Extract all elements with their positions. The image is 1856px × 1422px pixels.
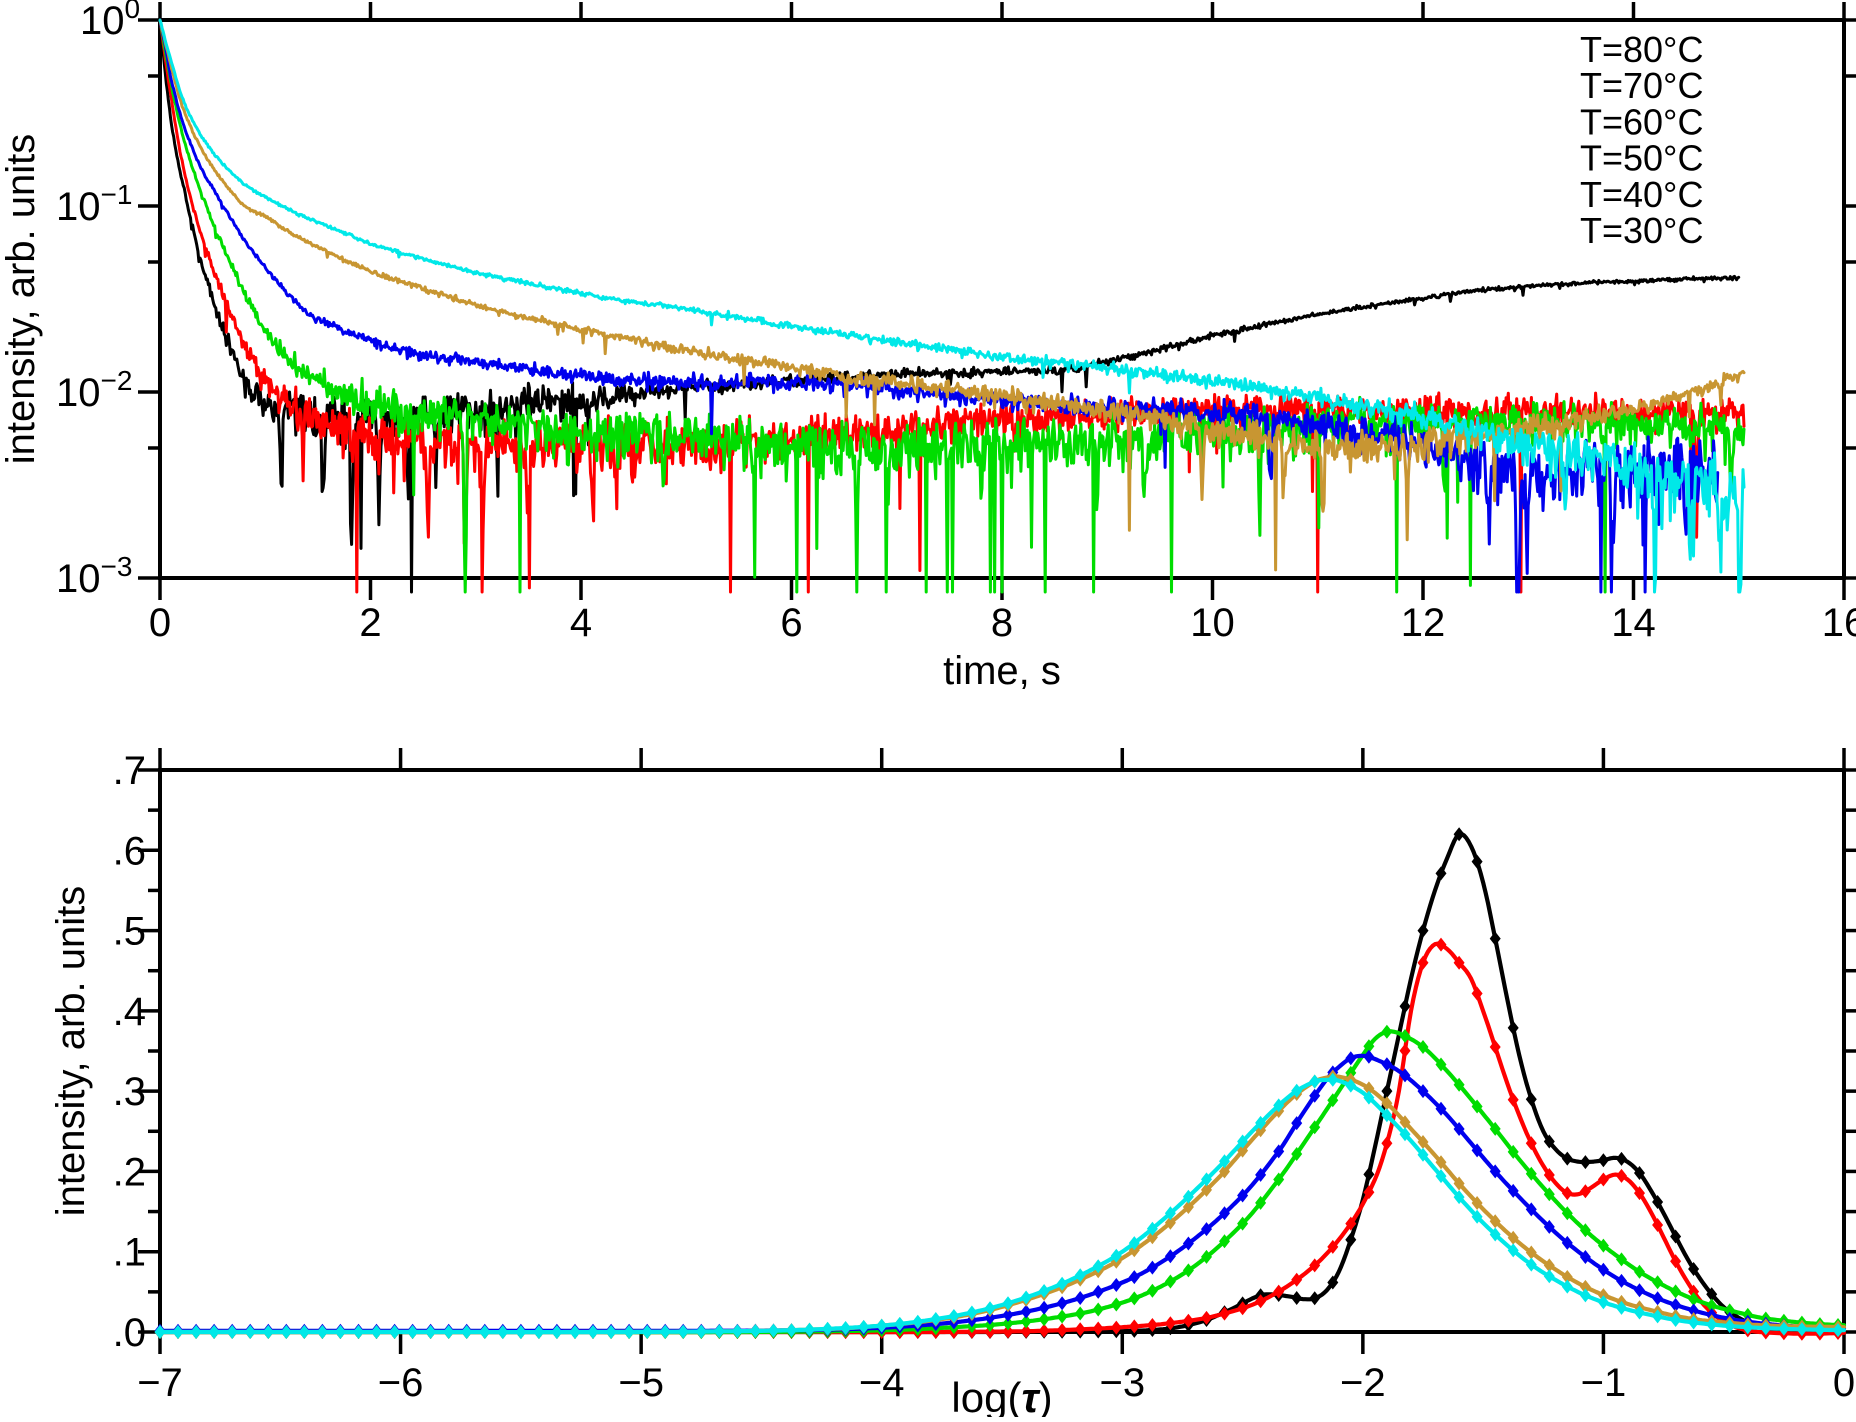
y-tick-label: .4 [113,990,146,1034]
x-tick-label: 2 [359,601,381,645]
diamond-markers-40c [154,1069,1844,1340]
y-tick-label: .0 [113,1311,146,1355]
x-tick-label: 16 [1822,601,1856,645]
distribution-curve-70c [157,941,1847,1336]
decay-curve-60c [158,18,1746,594]
x-tick-label: −6 [378,1361,424,1405]
decay-curve-50c [158,18,1720,594]
bottom-panel: −7 −6 −5 −4 −3 −2 −1 0 .0 .1 .2 .3 .4 .5 .6 .7 [113,748,1856,1405]
x-tick-label: 0 [149,601,171,645]
diamond-markers-50c [154,1049,1844,1338]
diamond-markers-60c [154,1024,1844,1340]
decay-curve-30c [158,19,1746,594]
x-tick-label: 6 [780,601,802,645]
x-tick-label: −1 [1581,1361,1627,1405]
bottom-yaxis-title: intensity, arb. units [49,886,93,1217]
x-tick-label: 12 [1401,601,1446,645]
x-tick-label: 4 [570,601,592,645]
legend-item-40c: T=40°C [1580,174,1703,215]
x-tick-label: −4 [859,1361,905,1405]
axis-box [158,768,1846,1334]
diamond-markers-70c [154,937,1844,1341]
decay-curve-70c [158,18,1746,594]
y-tick-label: 10−2 [56,365,132,415]
y-tick-label: .6 [113,829,146,873]
legend-item-30c: T=30°C [1580,210,1703,251]
legend-item-80c: T=80°C [1580,29,1703,70]
y-tick-label: 10−1 [56,179,132,229]
bottom-xaxis-title: log(τ) [951,1374,1052,1417]
distribution-curve-60c [157,1029,1847,1335]
x-tick-label: −7 [137,1361,183,1405]
y-tick-label: .1 [113,1231,146,1275]
x-tick-label: 8 [991,601,1013,645]
top-panel: 0 2 4 6 8 10 12 14 16 100 10−1 10−2 10−3 [56,0,1856,645]
distribution-curve-80c [157,831,1847,1335]
y-tick-label: 10−3 [56,551,132,601]
x-tick-label: 0 [1833,1361,1855,1405]
y-tick-label: .5 [113,910,146,954]
y-tick-label: 100 [80,0,140,43]
y-tick-label: .7 [113,749,146,793]
x-tick-label: −3 [1099,1361,1145,1405]
legend: T=80°CT=70°CT=60°CT=50°CT=40°CT=30°C [1580,29,1703,251]
x-tick-label: −5 [618,1361,664,1405]
x-tick-label: −2 [1340,1361,1386,1405]
decay-curve-80c [158,18,1741,594]
y-tick-label: .3 [113,1070,146,1114]
legend-item-70c: T=70°C [1580,65,1703,106]
distribution-curve-30c [157,1077,1847,1335]
legend-item-50c: T=50°C [1580,138,1703,179]
top-xaxis-title: time, s [943,649,1061,693]
x-tick-label: 10 [1190,601,1235,645]
distribution-curve-40c [157,1074,1847,1335]
x-tick-label: 14 [1611,601,1656,645]
y-tick-label: .2 [113,1150,146,1194]
legend-item-60c: T=60°C [1580,101,1703,142]
top-yaxis-title: intensity, arb. units [0,134,43,465]
